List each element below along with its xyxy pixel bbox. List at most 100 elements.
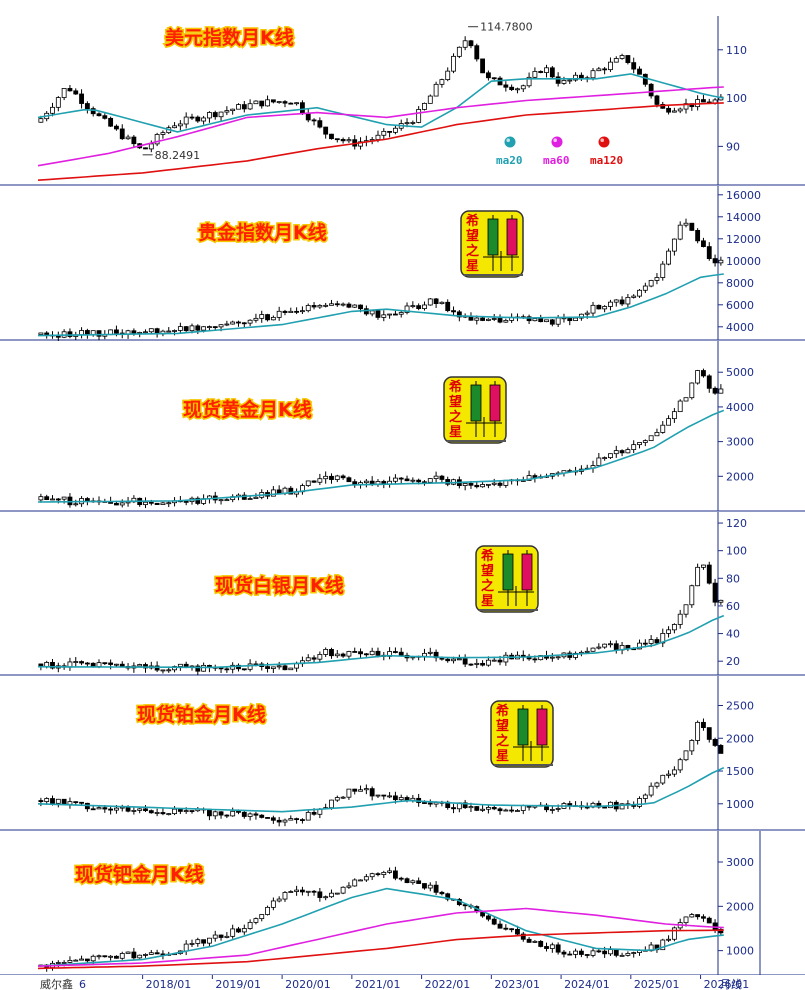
candle (712, 386, 718, 395)
candle (172, 497, 177, 507)
candle (648, 83, 654, 99)
candle (503, 318, 509, 323)
candle (84, 101, 90, 114)
candle (666, 415, 671, 426)
candle (619, 952, 625, 957)
candle (79, 801, 84, 805)
candle (108, 116, 114, 127)
candle (300, 306, 305, 314)
ma20-line (37, 887, 724, 967)
candle (439, 474, 445, 484)
candle (671, 623, 677, 634)
candle (148, 950, 154, 955)
candle (596, 949, 602, 953)
candle (619, 641, 625, 655)
candle (538, 314, 544, 323)
candle (433, 471, 439, 484)
candle (55, 96, 61, 112)
svg-text:星: 星 (449, 425, 462, 440)
candle (573, 651, 578, 660)
candle (619, 296, 625, 307)
candle (671, 766, 677, 777)
candle (108, 496, 114, 504)
candle (346, 650, 352, 661)
candle (567, 800, 573, 810)
candle (567, 79, 573, 85)
candle (497, 314, 503, 324)
candle (201, 939, 207, 947)
svg-text:希: 希 (481, 548, 494, 564)
candle (270, 315, 276, 321)
candle (329, 299, 334, 306)
candle (503, 652, 509, 666)
y-tick-label: 6000 (726, 299, 754, 312)
x-tick-label: 2019/01 (215, 978, 261, 990)
annotation-label: 88.2491 (142, 149, 200, 162)
candle (439, 301, 445, 305)
candle (241, 101, 247, 113)
candle (660, 774, 666, 785)
candle (276, 101, 282, 104)
candle (67, 85, 73, 92)
candle (102, 113, 108, 120)
candle (410, 301, 416, 309)
candle (631, 440, 637, 454)
candle (584, 954, 590, 959)
candle (666, 248, 671, 266)
candle (363, 652, 369, 657)
candle (642, 282, 648, 294)
candle (340, 795, 346, 799)
candle (648, 435, 654, 442)
candle (398, 794, 404, 802)
timeframe-label: 月线 (720, 977, 742, 990)
candle (189, 113, 195, 120)
candle (358, 785, 363, 792)
candle (712, 737, 718, 747)
candle (456, 46, 462, 59)
candle (166, 501, 172, 508)
candle (718, 384, 724, 394)
candle (602, 305, 608, 313)
candle (137, 954, 143, 959)
candle (317, 117, 323, 129)
candle (567, 951, 573, 956)
candle (433, 81, 439, 97)
candle (544, 64, 549, 78)
x-tick-label: 2024/01 (564, 978, 610, 990)
candle (503, 808, 509, 812)
candle (369, 872, 375, 881)
candle (270, 897, 276, 911)
candle (73, 499, 79, 507)
candle (416, 106, 422, 124)
candle (590, 801, 596, 809)
candle (642, 439, 648, 447)
candle (340, 137, 346, 144)
candle (90, 106, 96, 117)
candle (631, 57, 637, 74)
candle (96, 112, 102, 117)
candle (334, 474, 340, 483)
candle (398, 477, 404, 484)
chart-title: 现货钯金月K线 (75, 863, 204, 886)
candle (230, 924, 236, 939)
y-tick-label: 120 (726, 517, 747, 530)
candle (567, 650, 573, 661)
candle (392, 474, 398, 485)
candle (392, 647, 398, 654)
candle (224, 814, 230, 819)
candle (701, 718, 706, 731)
candle (433, 297, 439, 308)
candle (282, 891, 288, 902)
candle (520, 84, 526, 92)
candle (445, 299, 451, 313)
candle (160, 669, 166, 674)
x-tick-label: 2025/01 (634, 978, 680, 990)
candle (666, 105, 671, 115)
candle (50, 495, 55, 501)
candle (84, 328, 90, 339)
footer-left-label: 威尔鑫 (40, 977, 73, 990)
candle (79, 660, 84, 666)
candle (660, 628, 666, 648)
candle (241, 668, 247, 671)
